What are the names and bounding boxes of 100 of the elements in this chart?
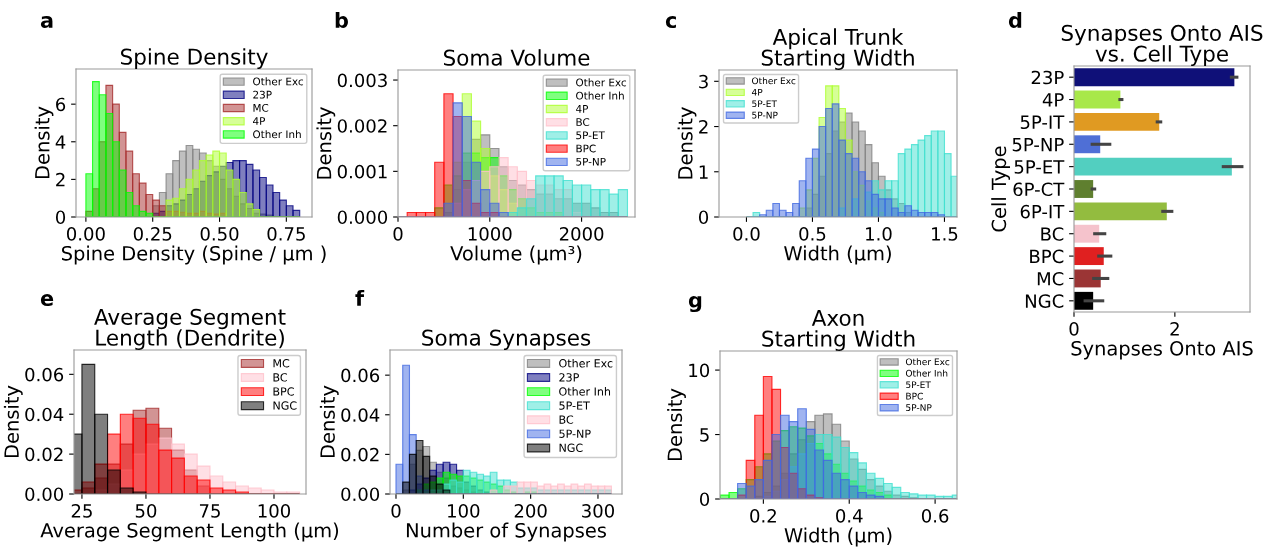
y-tick-label: 0 <box>699 492 710 507</box>
x-tick-label: 200 <box>514 504 547 518</box>
legend-label: 5P-NP <box>752 111 778 119</box>
text: f <box>355 289 365 306</box>
chart-title: Synapses Onto AIS vs. Cell Type <box>1061 24 1263 66</box>
legend-label: Other Exc <box>559 358 613 368</box>
legend-label: Other Exc <box>905 358 950 366</box>
legend-label: NGC <box>559 443 583 453</box>
legend-label: 5P-ET <box>559 401 590 410</box>
x-tick-label: 0 <box>393 227 403 241</box>
legend-label: BPC <box>576 144 596 153</box>
y-tick-label: 0.00 <box>25 487 64 502</box>
chart-title: Average Segment Length (Dendrite) <box>94 308 286 350</box>
x-tick-label: 1.0 <box>866 227 892 241</box>
legend-label: 5P-ET <box>752 100 777 108</box>
legend-label: 5P-NP <box>906 404 932 411</box>
legend-label: 4P <box>751 88 763 96</box>
text: d <box>1008 11 1022 29</box>
legend-label: BC <box>559 415 574 424</box>
legend-label: MC <box>273 359 290 368</box>
text: b <box>335 11 348 29</box>
y-tick-label: 0.06 <box>25 367 64 382</box>
chart-title: Axon Starting Width <box>762 309 915 351</box>
y-tick-label: 0.04 <box>341 408 380 422</box>
chart-title: Soma Volume <box>443 49 590 66</box>
y-tick-label: 2 <box>56 172 65 187</box>
x-axis-title: Number of Synapses <box>406 522 606 542</box>
y-tick-label: 23P <box>1031 70 1064 85</box>
chart-title: Spine Density <box>120 48 268 69</box>
y-tick-label: 5 <box>700 428 709 442</box>
y-axis-title: Density <box>3 385 23 458</box>
x-tick-label: 0.4 <box>836 509 863 523</box>
x-tick-label: 0.25 <box>133 227 172 241</box>
legend-label: 5P-ET <box>576 131 605 140</box>
chart-title: Soma Synapses <box>422 329 591 350</box>
x-axis-title: Synapses Onto AIS <box>1071 340 1253 360</box>
x-tick-label: 300 <box>582 504 614 518</box>
legend-label: NGC <box>273 401 297 410</box>
y-tick-label: 0.06 <box>341 368 380 383</box>
legend-label: MC <box>253 103 269 112</box>
y-tick-label: BPC <box>1030 249 1064 264</box>
y-axis-title: Density <box>34 106 54 179</box>
legend-label: Other Exc <box>576 78 627 87</box>
y-tick-label: 6P-IT <box>1020 204 1065 219</box>
y-axis-title: Density <box>667 388 686 461</box>
x-tick-label: 100 <box>258 504 291 518</box>
x-axis-title: Average Segment Length (μm) <box>40 522 339 542</box>
x-tick-label: 0.5 <box>799 227 826 241</box>
y-tick-label: 4 <box>55 135 66 149</box>
legend-label: BC <box>576 118 590 127</box>
y-tick-label: 6P-CT <box>1013 182 1065 197</box>
x-tick-label: 0.75 <box>267 227 305 241</box>
y-axis-title: Density <box>319 385 339 458</box>
x-tick-label: 75 <box>199 504 220 518</box>
x-tick-label: 0.00 <box>66 227 105 241</box>
legend-label: 23P <box>559 373 579 382</box>
text: g <box>688 295 702 313</box>
x-tick-label: 50 <box>135 504 157 518</box>
chart-title: Apical Trunk Starting Width <box>761 28 914 70</box>
x-tick-label: 0.6 <box>921 509 949 523</box>
y-tick-label: BC <box>1041 227 1064 241</box>
x-tick-label: 0 <box>391 504 401 518</box>
x-axis-title: Width (μm) <box>784 527 892 547</box>
legend-label: Other Inh <box>559 387 611 396</box>
x-tick-label: 0.50 <box>200 227 239 241</box>
y-tick-label: 0.02 <box>25 447 63 462</box>
text: c <box>665 16 676 29</box>
x-tick-label: 2000 <box>559 227 604 241</box>
legend-label: 5P-NP <box>576 157 606 166</box>
legend-label: 5P-NP <box>559 429 591 438</box>
y-tick-label: 0.02 <box>341 447 379 462</box>
y-tick-label: 5P-ET <box>1014 160 1065 174</box>
text: a <box>40 16 53 29</box>
legend-label: BC <box>273 373 288 382</box>
y-tick-label: 6 <box>56 97 66 112</box>
x-tick-label: 1000 <box>468 227 512 241</box>
y-tick-label: 5P-NP <box>1012 137 1064 152</box>
y-axis-title: Cell Type <box>991 146 1011 232</box>
y-tick-label: 0.04 <box>25 407 64 422</box>
x-tick-label: 25 <box>71 504 92 518</box>
legend-label: Other Exc <box>253 77 304 86</box>
y-tick-label: 0.00 <box>341 487 380 502</box>
y-tick-label: 3 <box>699 74 708 89</box>
legend-label: 5P-ET <box>906 381 931 389</box>
y-axis-title: Density <box>677 107 697 179</box>
y-tick-label: 2 <box>699 120 708 134</box>
x-axis-title: Width (μm) <box>784 245 891 265</box>
y-axis-title: Density <box>316 107 336 179</box>
legend-label: Other Inh <box>576 91 624 100</box>
y-tick-label: 0.000 <box>337 210 388 225</box>
y-tick-label: 0.001 <box>337 164 387 179</box>
y-tick-label: 1 <box>699 165 708 179</box>
y-tick-label: NGC <box>1025 294 1064 308</box>
y-tick-label: 0 <box>55 210 66 225</box>
legend-label: BPC <box>273 387 294 396</box>
x-tick-label: 1.5 <box>932 227 958 241</box>
text: e <box>40 294 54 307</box>
legend-label: 4P <box>576 105 589 113</box>
y-tick-label: MC <box>1037 271 1064 286</box>
y-tick-label: 5P-IT <box>1020 115 1065 130</box>
